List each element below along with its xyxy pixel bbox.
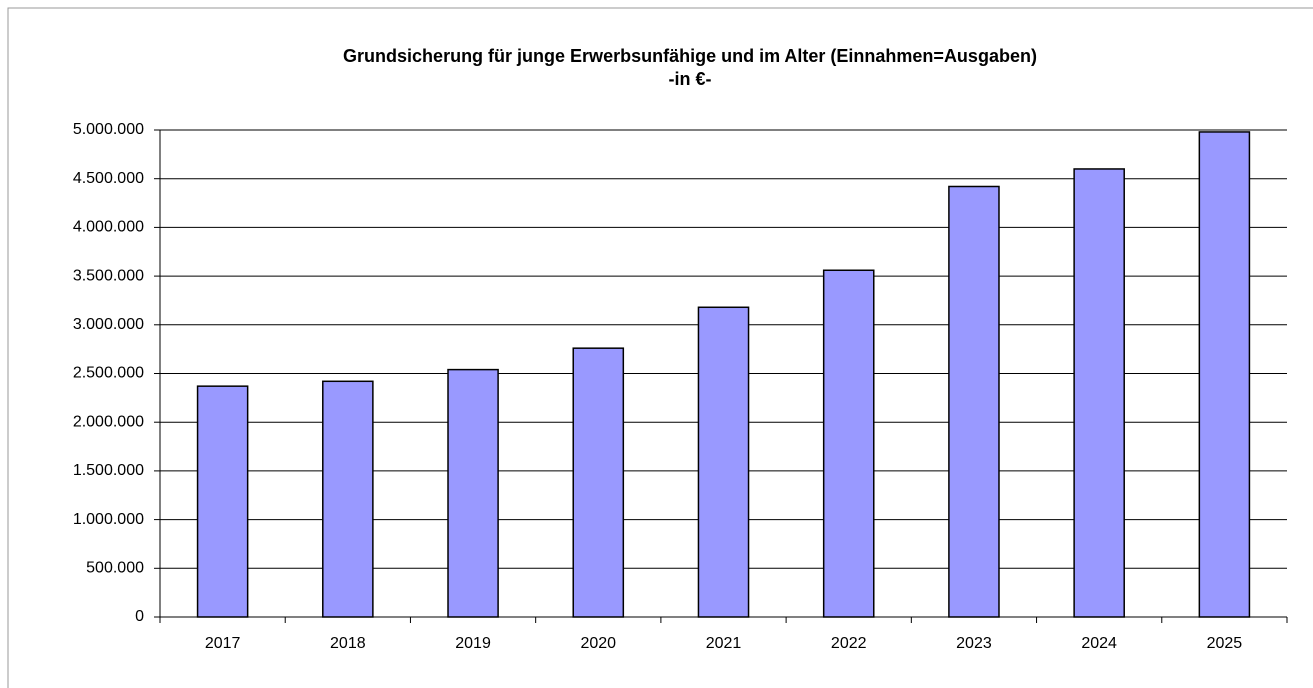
- bar: [948, 185, 1000, 618]
- y-tick-label: 3.000.000: [73, 316, 144, 333]
- y-tick-label: 1.500.000: [73, 462, 144, 479]
- x-tick-label: 2022: [831, 635, 867, 652]
- bar: [1073, 168, 1125, 618]
- bar: [322, 380, 374, 618]
- y-tick-label: 1.000.000: [73, 511, 144, 528]
- y-tick-label: 2.000.000: [73, 413, 144, 430]
- x-tick-label: 2023: [956, 635, 992, 652]
- y-tick-label: 0: [135, 608, 144, 625]
- bar: [572, 347, 625, 618]
- x-tick-label: 2018: [330, 635, 366, 652]
- y-tick-label: 4.500.000: [73, 170, 144, 187]
- x-tick-label: 2017: [205, 635, 241, 652]
- y-tick-label: 3.500.000: [73, 267, 144, 284]
- x-tick-label: 2020: [580, 635, 616, 652]
- bar: [822, 269, 875, 618]
- frame: [7, 7, 1313, 688]
- x-tick-label: 2019: [455, 635, 491, 652]
- bar: [1198, 131, 1251, 618]
- y-tick-label: 2.500.000: [73, 365, 144, 382]
- bar: [697, 306, 750, 618]
- x-tick-label: 2025: [1207, 635, 1243, 652]
- chart-subtitle: -in €-: [669, 69, 712, 89]
- chart-title: Grundsicherung für junge Erwerbsunfähige…: [343, 46, 1037, 66]
- y-tick-label: 5.000.000: [73, 121, 144, 138]
- y-tick-label: 4.000.000: [73, 219, 144, 236]
- y-tick-label: 500.000: [86, 560, 144, 577]
- bar: [447, 368, 499, 618]
- x-tick-label: 2021: [706, 635, 742, 652]
- x-tick-label: 2024: [1081, 635, 1117, 652]
- bar: [196, 385, 249, 618]
